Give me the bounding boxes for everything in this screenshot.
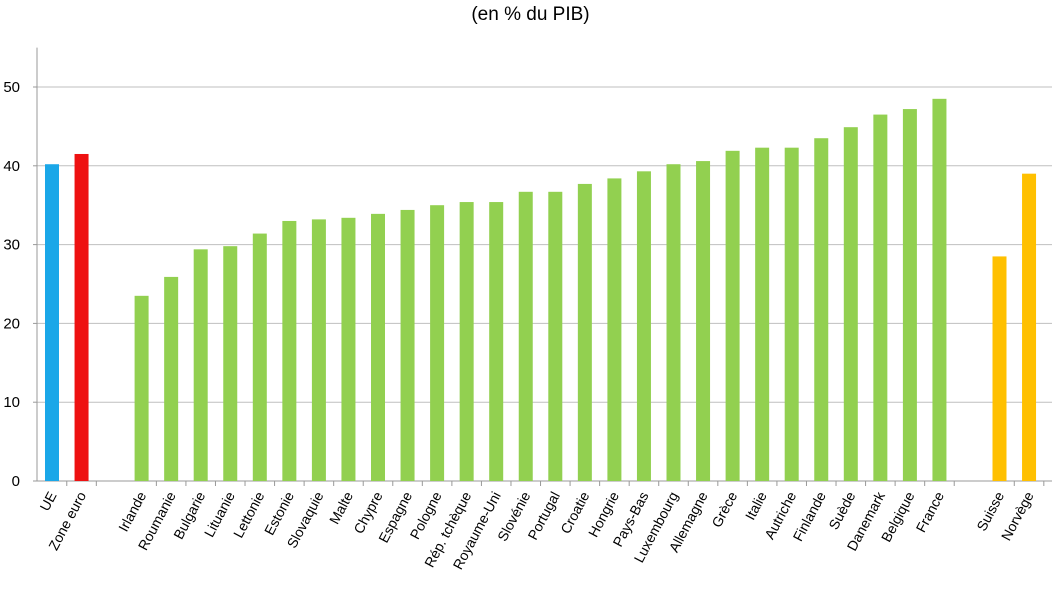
category-label-9: Malte bbox=[326, 489, 356, 527]
y-tick-label-0: 0 bbox=[12, 473, 20, 490]
y-tick-label-10: 10 bbox=[3, 394, 20, 411]
y-tick-label-50: 50 bbox=[3, 79, 20, 96]
bar-8 bbox=[311, 219, 326, 481]
category-label-0: UE bbox=[36, 489, 59, 514]
bar-10 bbox=[371, 213, 385, 482]
category-label-22: Grèce bbox=[708, 489, 740, 530]
bar-29 bbox=[932, 98, 947, 481]
bar-1 bbox=[74, 153, 89, 482]
bar-9 bbox=[341, 217, 356, 482]
category-label-29: France bbox=[913, 489, 948, 535]
bar-4 bbox=[193, 249, 208, 481]
bar-11 bbox=[400, 209, 415, 482]
bar-26 bbox=[843, 127, 858, 482]
bar-16 bbox=[548, 191, 563, 481]
bar-23 bbox=[755, 147, 770, 481]
bar-22 bbox=[725, 150, 740, 481]
bar-2 bbox=[134, 295, 149, 481]
bar-6 bbox=[252, 233, 267, 481]
bar-14 bbox=[489, 202, 504, 481]
y-tick-label-20: 20 bbox=[3, 315, 20, 332]
bar-18 bbox=[607, 178, 622, 481]
bar-20 bbox=[666, 164, 681, 481]
bar-12 bbox=[430, 205, 445, 481]
bar-17 bbox=[577, 183, 592, 481]
category-label-23: Italie bbox=[742, 489, 770, 523]
bar-19 bbox=[636, 171, 651, 482]
y-tick-label-40: 40 bbox=[3, 158, 20, 175]
chart-subtitle: (en % du PIB) bbox=[471, 4, 590, 25]
bar-5 bbox=[223, 246, 238, 481]
bar-31 bbox=[1022, 173, 1037, 481]
bar-25 bbox=[814, 138, 829, 481]
bar-15 bbox=[518, 191, 533, 481]
bar-13 bbox=[459, 202, 474, 481]
bar-0 bbox=[45, 164, 59, 481]
bar-27 bbox=[873, 114, 888, 481]
bar-28 bbox=[902, 109, 917, 482]
y-tick-label-30: 30 bbox=[3, 237, 20, 254]
bar-3 bbox=[164, 276, 179, 481]
bar-24 bbox=[784, 147, 799, 481]
bar-7 bbox=[282, 220, 297, 481]
bar-30 bbox=[992, 256, 1007, 481]
bar-21 bbox=[696, 161, 711, 481]
